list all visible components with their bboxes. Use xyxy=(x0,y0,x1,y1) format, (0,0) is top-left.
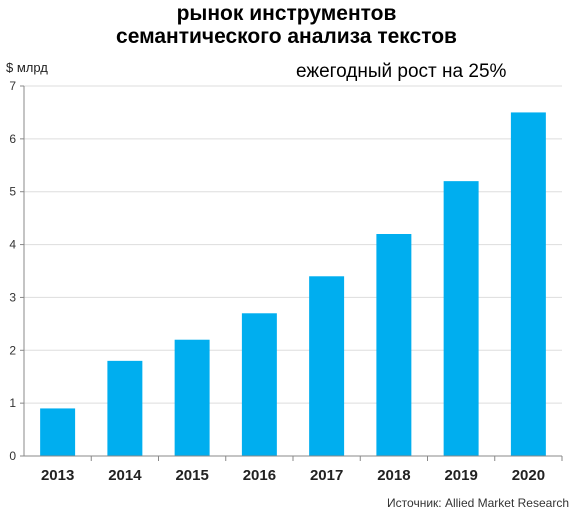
axes xyxy=(20,85,563,461)
tick-labels: 0 1 2 3 4 5 6 7 2013 2014 2015 2016 2017 2018 2019 2020 xyxy=(9,79,545,484)
x-tick-label: 2020 xyxy=(512,467,545,484)
bars xyxy=(40,112,546,456)
y-tick-label: 1 xyxy=(9,396,16,410)
grid-lines xyxy=(24,85,562,404)
x-tick-label: 2015 xyxy=(175,467,208,484)
x-tick-label: 2019 xyxy=(444,467,477,484)
bar-2013 xyxy=(40,408,76,456)
x-tick-label: 2014 xyxy=(108,467,142,484)
y-tick-label: 7 xyxy=(9,79,16,93)
bar-2020 xyxy=(510,112,546,456)
y-tick-label: 5 xyxy=(9,185,16,199)
y-tick-label: 2 xyxy=(9,343,16,357)
x-tick-label: 2013 xyxy=(41,467,74,484)
y-tick-label: 6 xyxy=(9,132,16,146)
growth-annotation: ежегодный рост на 25% xyxy=(296,61,507,82)
x-tick-label: 2016 xyxy=(243,467,276,484)
bar-2014 xyxy=(107,360,143,456)
source-note: Источник: Allied Market Research xyxy=(387,496,569,510)
bar-2017 xyxy=(309,276,345,456)
bar-2018 xyxy=(376,234,412,456)
y-axis-unit-label: $ млрд xyxy=(6,60,48,75)
x-tick-label: 2017 xyxy=(310,467,343,484)
x-tick-label: 2018 xyxy=(377,467,410,484)
bar-2019 xyxy=(443,181,479,456)
y-tick-label: 3 xyxy=(9,290,16,304)
chart-title-line-1: рынок инструментов xyxy=(176,2,397,25)
y-tick-label: 0 xyxy=(9,449,16,463)
bar-2016 xyxy=(241,313,277,456)
y-tick-label: 4 xyxy=(9,238,16,252)
chart-title-line-2: семантического анализа текстов xyxy=(116,25,457,48)
bar-2015 xyxy=(174,339,210,456)
